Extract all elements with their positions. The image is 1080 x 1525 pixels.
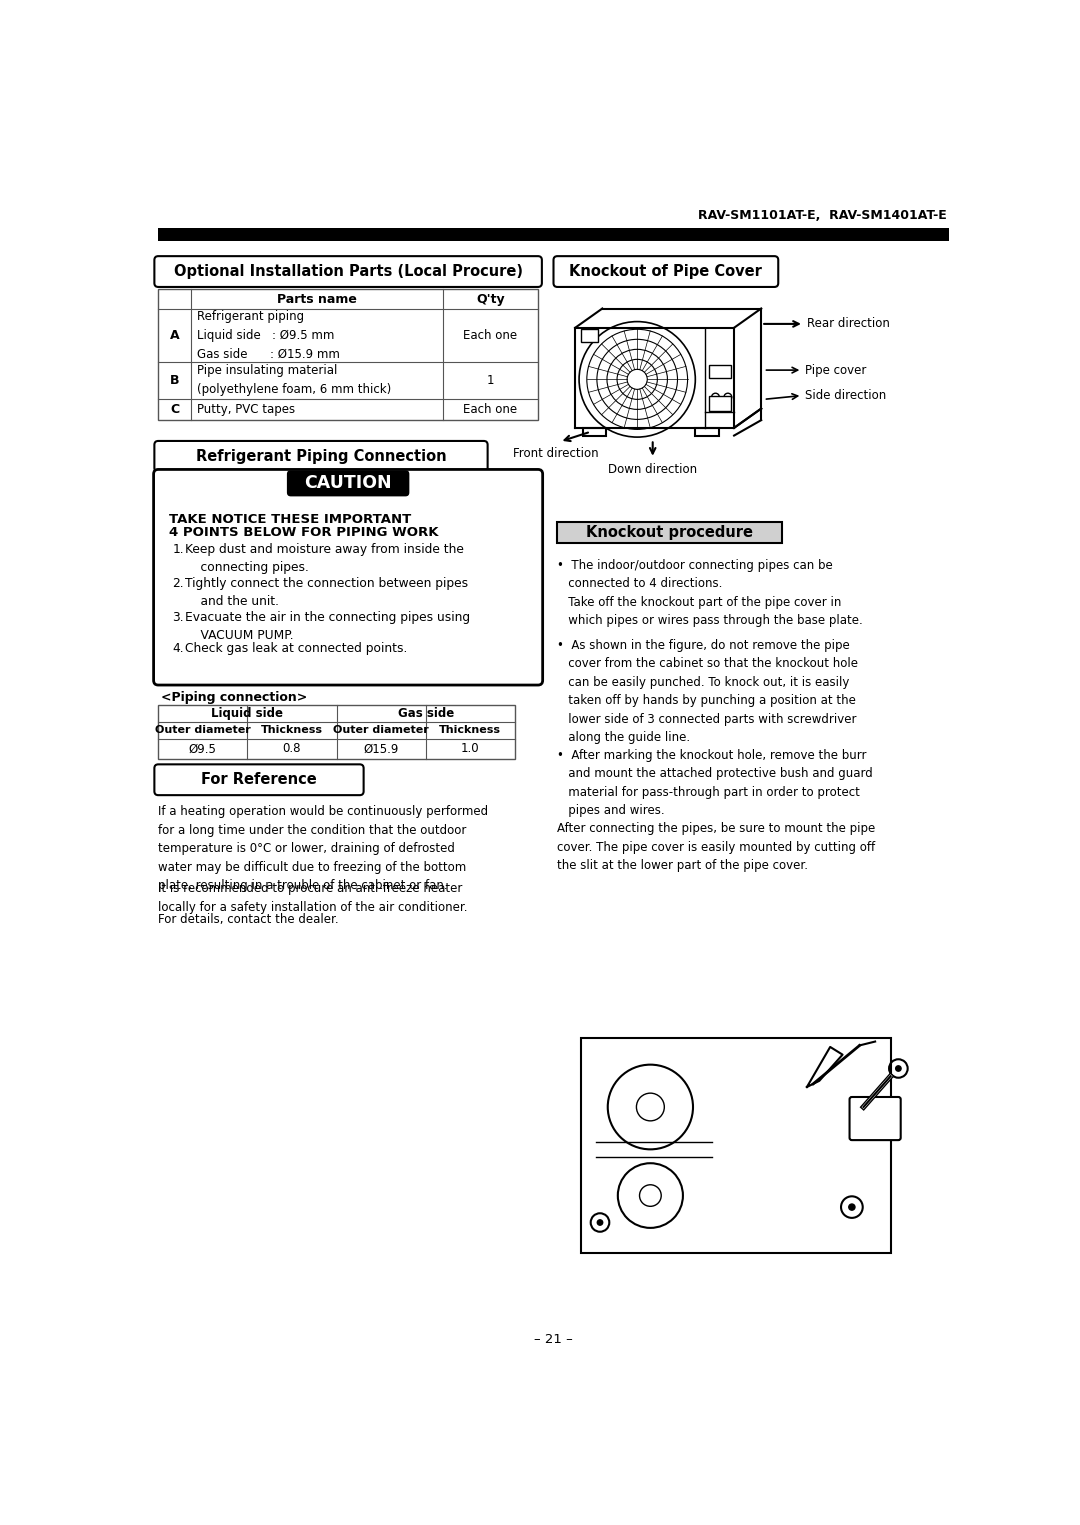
Text: Gas side: Gas side xyxy=(397,708,454,720)
Text: Q'ty: Q'ty xyxy=(476,293,504,307)
Bar xyxy=(557,522,782,543)
Text: Each one: Each one xyxy=(463,403,517,416)
Text: 1: 1 xyxy=(487,374,494,387)
Text: Down direction: Down direction xyxy=(608,462,698,476)
Text: 2.: 2. xyxy=(172,578,184,590)
Text: If a heating operation would be continuously performed
for a long time under the: If a heating operation would be continuo… xyxy=(159,805,488,892)
Text: Parts name: Parts name xyxy=(276,293,356,307)
Text: Keep dust and moisture away from inside the
    connecting pipes.: Keep dust and moisture away from inside … xyxy=(185,543,463,575)
Text: <Piping connection>: <Piping connection> xyxy=(161,691,308,705)
Bar xyxy=(581,329,598,342)
Text: After connecting the pipes, be sure to mount the pipe
cover. The pipe cover is e: After connecting the pipes, be sure to m… xyxy=(557,822,876,872)
FancyBboxPatch shape xyxy=(154,441,488,471)
Text: C: C xyxy=(170,403,179,416)
Text: Knockout procedure: Knockout procedure xyxy=(586,525,753,540)
Text: Check gas leak at connected points.: Check gas leak at connected points. xyxy=(185,642,407,654)
Circle shape xyxy=(895,1066,901,1071)
Circle shape xyxy=(597,1220,603,1225)
Text: Refrigerant Piping Connection: Refrigerant Piping Connection xyxy=(195,448,446,464)
Text: •  The indoor/outdoor connecting pipes can be
   connected to 4 directions.
   T: • The indoor/outdoor connecting pipes ca… xyxy=(557,558,863,627)
Text: Rear direction: Rear direction xyxy=(807,317,890,331)
Text: 0.8: 0.8 xyxy=(283,743,301,755)
Text: A: A xyxy=(170,329,179,342)
FancyBboxPatch shape xyxy=(287,470,409,497)
Text: Ø9.5: Ø9.5 xyxy=(189,743,217,755)
Bar xyxy=(581,1037,891,1254)
Text: Ø15.9: Ø15.9 xyxy=(363,743,399,755)
Text: For details, contact the dealer.: For details, contact the dealer. xyxy=(159,913,339,926)
Bar xyxy=(159,705,515,759)
FancyBboxPatch shape xyxy=(153,470,542,685)
Text: Evacuate the air in the connecting pipes using
    VACUUM PUMP.: Evacuate the air in the connecting pipes… xyxy=(185,612,470,642)
FancyBboxPatch shape xyxy=(154,256,542,287)
Text: Refrigerant piping
Liquid side   : Ø9.5 mm
Gas side      : Ø15.9 mm: Refrigerant piping Liquid side : Ø9.5 mm… xyxy=(197,311,340,360)
Text: Liquid side: Liquid side xyxy=(212,708,283,720)
FancyBboxPatch shape xyxy=(154,764,364,795)
Text: Tightly connect the connection between pipes
    and the unit.: Tightly connect the connection between p… xyxy=(185,578,468,608)
Bar xyxy=(583,429,606,436)
Text: B: B xyxy=(170,374,179,387)
Text: •  After marking the knockout hole, remove the burr
   and mount the attached pr: • After marking the knockout hole, remov… xyxy=(557,749,873,817)
Text: 4.: 4. xyxy=(172,642,184,654)
Text: Each one: Each one xyxy=(463,329,517,342)
Text: Optional Installation Parts (Local Procure): Optional Installation Parts (Local Procu… xyxy=(174,264,523,279)
Text: – 21 –: – 21 – xyxy=(535,1333,572,1347)
Text: Outer diameter: Outer diameter xyxy=(334,726,429,735)
Text: It is recommended to procure an anti-freeze heater
locally for a safety installa: It is recommended to procure an anti-fre… xyxy=(159,881,468,913)
Bar xyxy=(159,290,538,421)
Text: 3.: 3. xyxy=(172,612,184,624)
Text: Thickness: Thickness xyxy=(440,726,501,735)
Circle shape xyxy=(849,1205,855,1211)
Bar xyxy=(159,229,948,241)
Text: TAKE NOTICE THESE IMPORTANT: TAKE NOTICE THESE IMPORTANT xyxy=(170,512,411,526)
Text: Side direction: Side direction xyxy=(806,389,887,403)
FancyBboxPatch shape xyxy=(554,256,779,287)
Text: Putty, PVC tapes: Putty, PVC tapes xyxy=(197,403,295,416)
Text: 1.0: 1.0 xyxy=(461,743,480,755)
Text: 1.: 1. xyxy=(172,543,184,557)
FancyBboxPatch shape xyxy=(850,1096,901,1141)
Text: Front direction: Front direction xyxy=(513,447,598,461)
Text: RAV-SM1101AT-E,  RAV-SM1401AT-E: RAV-SM1101AT-E, RAV-SM1401AT-E xyxy=(699,209,947,221)
Text: Pipe insulating material
(polyethylene foam, 6 mm thick): Pipe insulating material (polyethylene f… xyxy=(197,364,391,396)
Text: Outer diameter: Outer diameter xyxy=(154,726,251,735)
Bar xyxy=(710,395,731,410)
Text: CAUTION: CAUTION xyxy=(305,474,392,493)
Text: Knockout of Pipe Cover: Knockout of Pipe Cover xyxy=(569,264,762,279)
Text: 4 POINTS BELOW FOR PIPING WORK: 4 POINTS BELOW FOR PIPING WORK xyxy=(170,526,438,540)
Bar xyxy=(710,366,731,378)
Text: •  As shown in the figure, do not remove the pipe
   cover from the cabinet so t: • As shown in the figure, do not remove … xyxy=(557,639,859,744)
Text: Thickness: Thickness xyxy=(261,726,323,735)
Text: For Reference: For Reference xyxy=(201,772,316,787)
Text: Pipe cover: Pipe cover xyxy=(806,363,867,377)
Bar xyxy=(696,429,718,436)
